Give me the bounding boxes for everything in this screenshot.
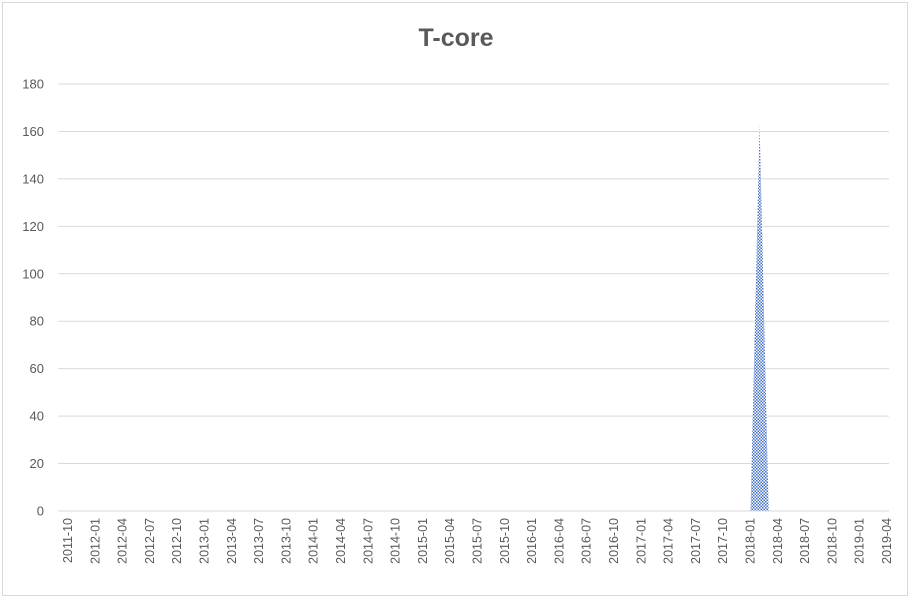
y-tick-label: 120 [22, 219, 44, 234]
y-tick-label: 40 [30, 409, 44, 424]
x-tick-label: 2019-01 [853, 518, 867, 564]
chart-title: T-core [418, 24, 494, 52]
x-tick-label: 2018-01 [744, 518, 758, 564]
x-tick-label: 2017-10 [716, 518, 730, 564]
x-tick-label: 2014-07 [361, 518, 375, 564]
x-tick-label: 2013-04 [225, 518, 239, 564]
x-tick-label: 2016-04 [552, 518, 566, 564]
x-tick-label: 2012-07 [143, 518, 157, 564]
x-tick-label: 2014-01 [307, 518, 321, 564]
x-tick-label: 2018-07 [798, 518, 812, 564]
x-tick-label: 2015-04 [443, 518, 457, 564]
x-tick-label: 2017-07 [689, 518, 703, 564]
y-tick-label: 80 [30, 314, 44, 329]
x-tick-label: 2019-04 [880, 518, 894, 564]
x-tick-label: 2016-10 [607, 518, 621, 564]
x-tick-label: 2015-07 [471, 518, 485, 564]
y-tick-label: 20 [30, 456, 44, 471]
y-tick-label: 60 [30, 361, 44, 376]
x-tick-label: 2018-10 [825, 518, 839, 564]
x-tick-label: 2014-04 [334, 518, 348, 564]
x-tick-label: 2017-01 [634, 518, 648, 564]
x-tick-label: 2013-07 [252, 518, 266, 564]
x-tick-label: 2013-01 [198, 518, 212, 564]
y-tick-label: 160 [22, 124, 44, 139]
x-tick-label: 2012-01 [88, 518, 102, 564]
x-tick-label: 2018-04 [771, 518, 785, 564]
y-tick-label: 0 [37, 504, 44, 519]
x-tick-label: 2016-07 [580, 518, 594, 564]
x-tick-label: 2016-01 [525, 518, 539, 564]
x-tick-label: 2015-01 [416, 518, 430, 564]
area-series [68, 124, 906, 512]
x-tick-label: 2011-10 [61, 518, 75, 563]
x-tick-label: 2012-04 [116, 518, 130, 564]
y-tick-label: 140 [22, 171, 44, 186]
x-tick-label: 2012-10 [170, 518, 184, 564]
x-tick-label: 2015-10 [498, 518, 512, 564]
y-tick-label: 180 [22, 77, 44, 92]
y-tick-label: 100 [22, 266, 44, 281]
x-tick-label: 2014-10 [389, 518, 403, 564]
x-tick-label: 2013-10 [279, 518, 293, 564]
x-tick-label: 2017-04 [662, 518, 676, 564]
